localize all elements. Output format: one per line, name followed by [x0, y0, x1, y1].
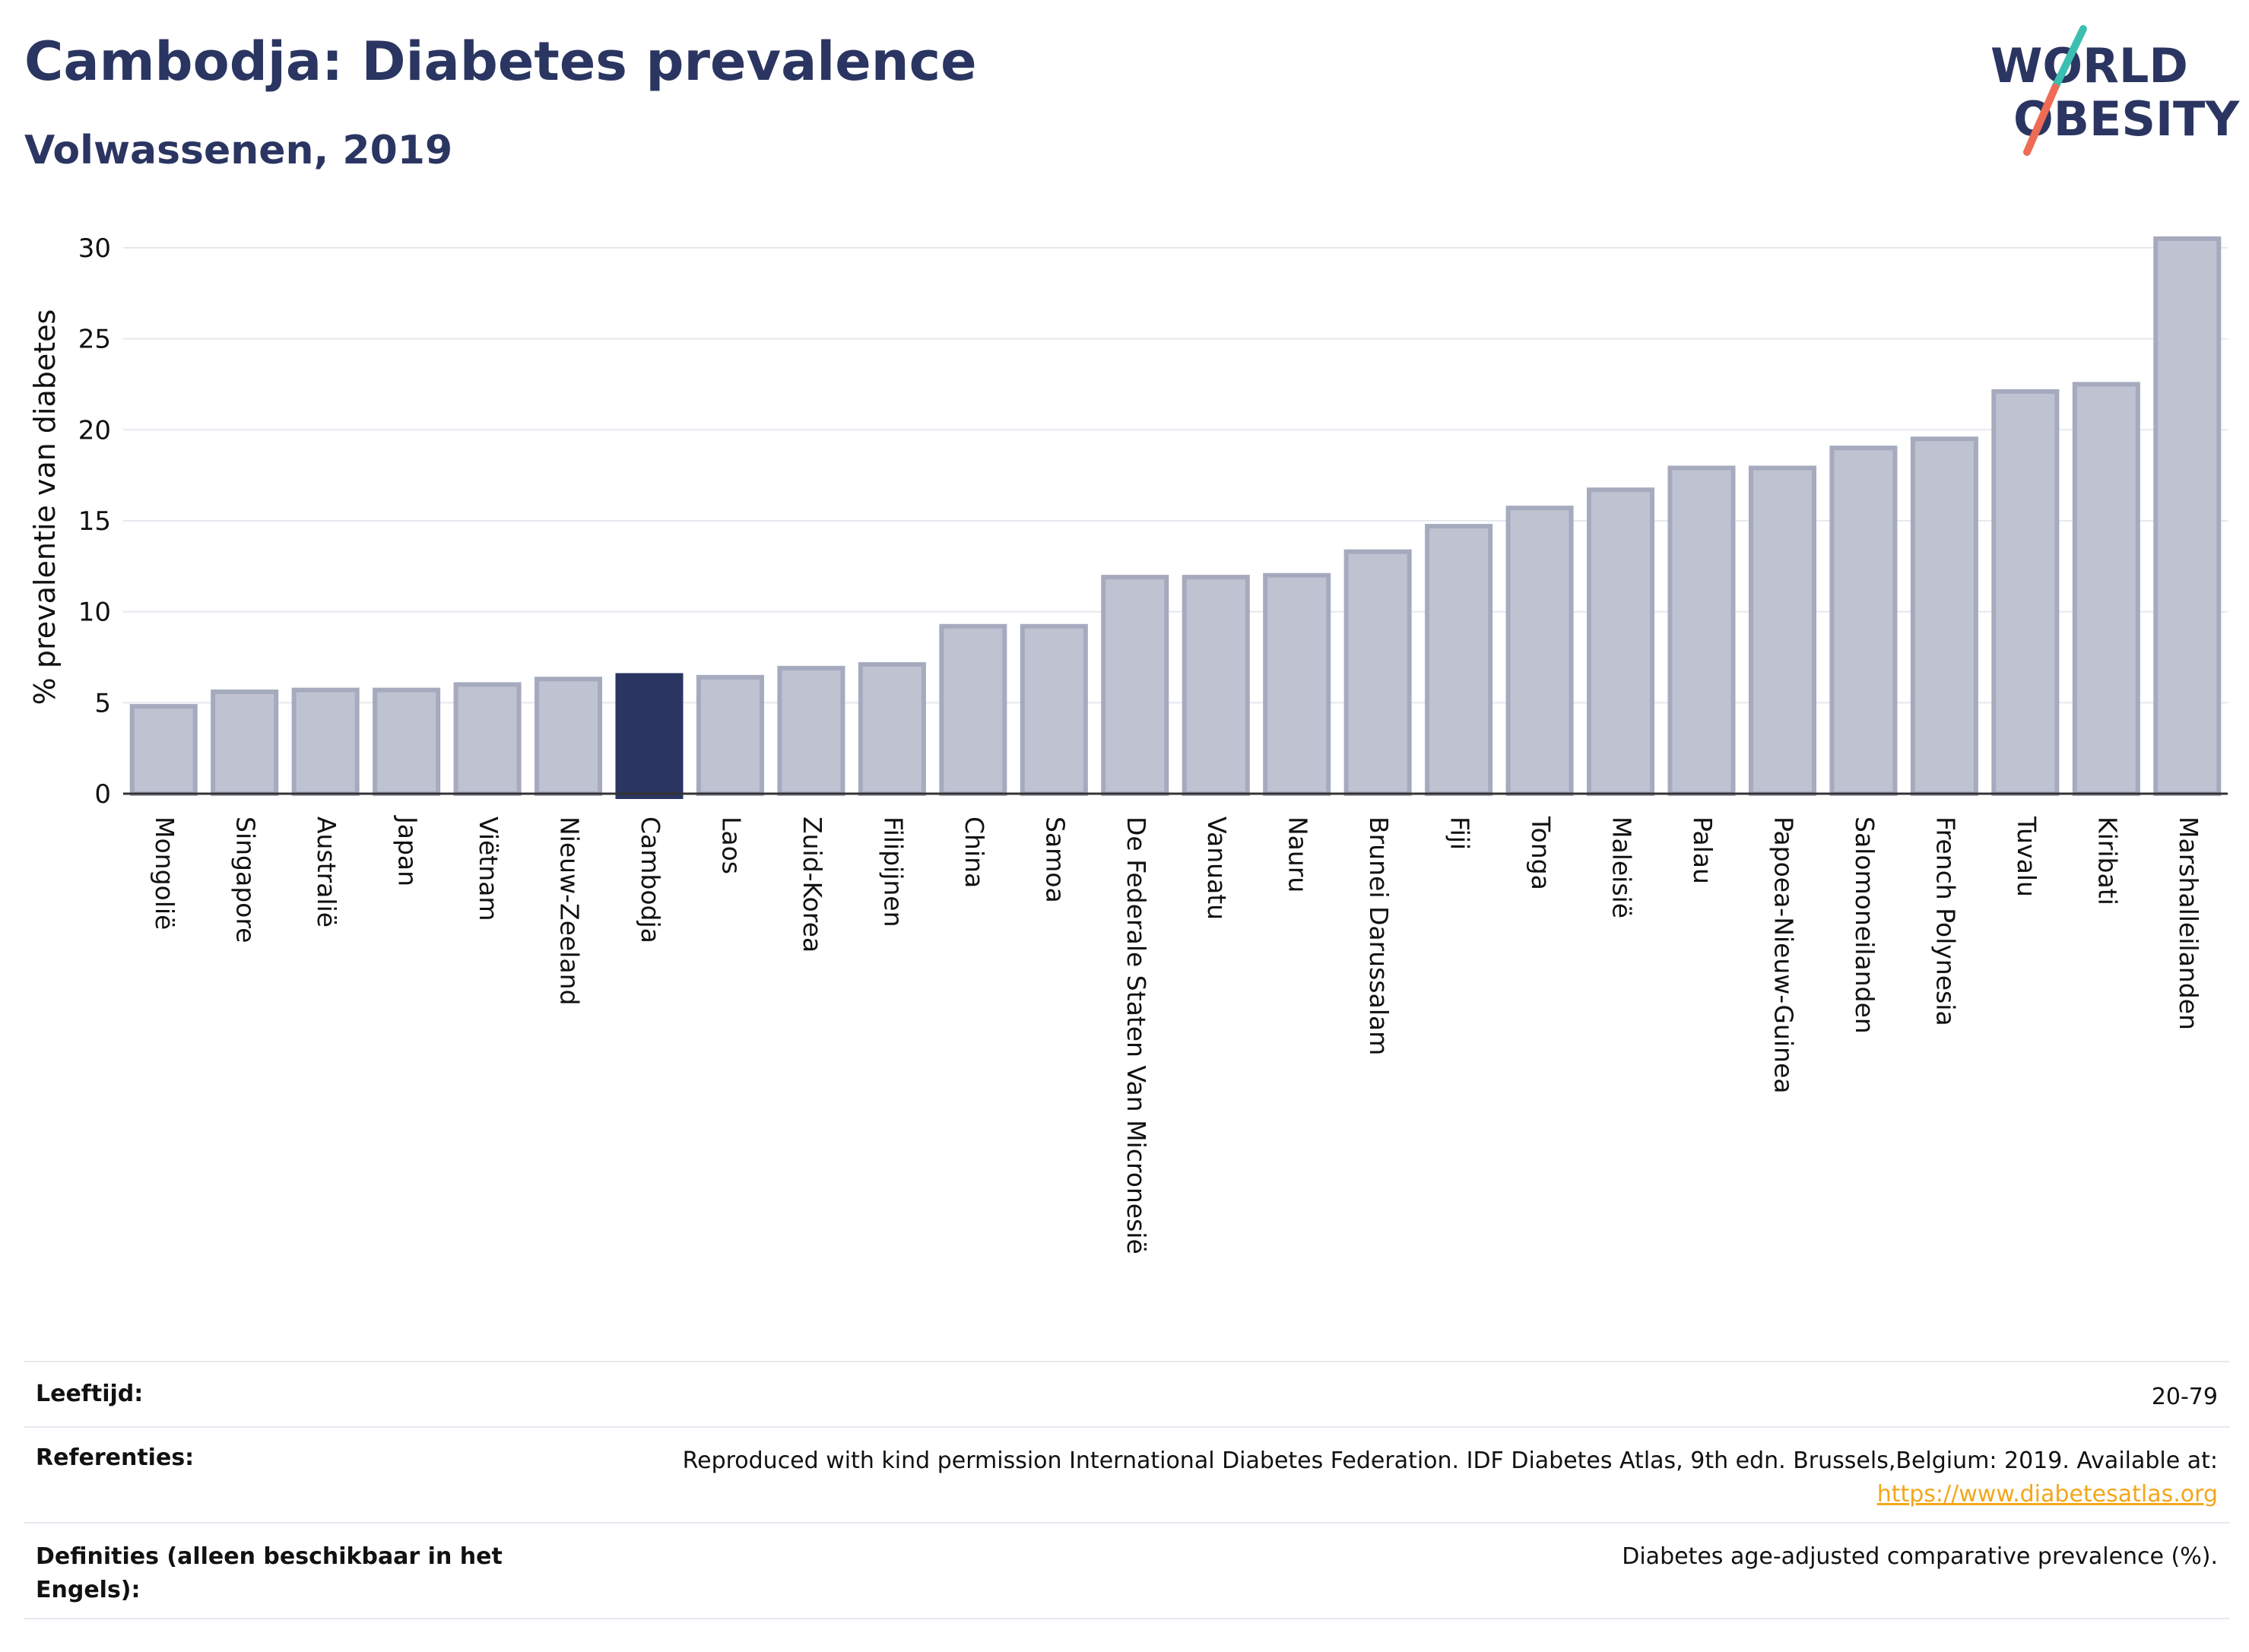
x-tick-label: Nauru	[1283, 816, 1313, 893]
bar	[211, 689, 279, 797]
table-bottom-border	[24, 1618, 2229, 1619]
x-tick-label: Filipijnen	[878, 816, 908, 927]
bar	[291, 687, 360, 796]
references-text: Reproduced with kind permission Internat…	[682, 1447, 2218, 1474]
x-tick-label: Singapore	[231, 816, 261, 943]
x-tick-label: Maleisië	[1607, 816, 1637, 918]
bar	[1748, 465, 1816, 796]
references-link[interactable]: https://www.diabetesatlas.org	[1876, 1481, 2218, 1508]
bar	[1343, 549, 1412, 797]
x-tick-label: Vanuatu	[1202, 816, 1232, 920]
y-tick-label: 20	[78, 415, 111, 446]
bar	[1910, 436, 1978, 796]
x-tick-label: Brunei Darussalam	[1364, 816, 1394, 1055]
bar	[1829, 446, 1898, 796]
bar	[1101, 575, 1169, 797]
bar	[1020, 623, 1088, 796]
bar	[129, 704, 198, 796]
x-tick-label: Nieuw-Zeeland	[555, 816, 585, 1005]
bar	[1587, 487, 1655, 796]
x-tick-label: De Federale Staten Van Micronesië	[1121, 816, 1151, 1254]
bar-chart: 0 5 10 15 20 25 30 Mongolië Singapore Australië J…	[28, 233, 2228, 1254]
info-table: Leeftijd: 20-79 Referenties: Reproduced …	[24, 1361, 2229, 1619]
page-title: Cambodja: Diabetes prevalence	[24, 30, 977, 93]
y-tick-label: 15	[78, 506, 111, 537]
x-tick-label: Zuid-Korea	[798, 816, 827, 953]
logo-slash-teal	[2051, 25, 2087, 91]
x-tick-label: Australië	[312, 816, 341, 927]
x-tick-label: Tonga	[1526, 816, 1556, 890]
age-label: Leeftijd:	[36, 1381, 144, 1407]
age-value: 20-79	[2151, 1384, 2218, 1410]
page-subtitle: Volwassenen, 2019	[24, 128, 453, 173]
world-obesity-logo: WORLD OBESITY	[1990, 25, 2240, 156]
bar	[615, 673, 684, 800]
bar	[1182, 575, 1250, 797]
y-axis-label: % prevalentie van diabetes	[28, 309, 62, 706]
y-tick-labels: 0 5 10 15 20 25 30	[78, 233, 111, 810]
x-tick-label: Samoa	[1040, 816, 1070, 903]
bar	[453, 682, 522, 797]
bar	[1991, 389, 2060, 796]
y-tick-label: 30	[78, 233, 111, 264]
bar	[1425, 524, 1493, 797]
bar	[696, 674, 764, 796]
x-tick-label: Salomoneilanden	[1850, 816, 1879, 1034]
bar	[2072, 382, 2140, 796]
y-tick-label: 0	[94, 779, 111, 810]
x-tick-label: Kiribati	[2092, 816, 2122, 905]
x-tick-label: Palau	[1688, 816, 1718, 884]
x-tick-label: Marshalleilanden	[2174, 816, 2203, 1030]
bars	[129, 236, 2222, 800]
bar	[1263, 572, 1331, 796]
bar	[939, 623, 1007, 796]
bar	[534, 677, 603, 797]
x-tick-label: Japan	[393, 815, 423, 886]
logo-text-world: WORLD	[1990, 38, 2188, 94]
x-tick-label: Papoea-Nieuw-Guinea	[1768, 816, 1798, 1093]
row-definitions: Definities (alleen beschikbaar in het En…	[24, 1522, 2229, 1618]
x-tick-label: Viëtnam	[474, 816, 503, 921]
definitions-label: Definities (alleen beschikbaar in het En…	[36, 1543, 503, 1603]
x-tick-label: Mongolië	[150, 816, 179, 930]
x-tick-label: Fiji	[1445, 816, 1475, 850]
bar	[2153, 236, 2222, 796]
x-tick-label: Laos	[716, 816, 746, 874]
row-age: Leeftijd: 20-79	[24, 1361, 2229, 1426]
y-tick-label: 5	[94, 688, 111, 718]
bar	[777, 665, 845, 796]
definitions-value: Diabetes age-adjusted comparative preval…	[1622, 1543, 2218, 1570]
bar	[1667, 465, 1736, 796]
logo-slash-red	[2023, 84, 2059, 156]
references-label: Referenties:	[36, 1444, 195, 1471]
x-tick-label: French Polynesia	[1930, 816, 1960, 1026]
y-tick-label: 25	[78, 325, 111, 355]
bar	[858, 662, 926, 796]
references-value: Reproduced with kind permission Internat…	[683, 1444, 2218, 1511]
x-tick-label: China	[960, 816, 989, 888]
x-tick-label: Cambodja	[636, 816, 665, 943]
bar	[1505, 506, 1574, 796]
x-tick-labels: Mongolië Singapore Australië Japan Viëtnam Ni…	[150, 815, 2203, 1254]
bar	[373, 687, 441, 796]
y-tick-label: 10	[78, 598, 111, 628]
x-tick-label: Tuvalu	[2012, 816, 2041, 897]
row-references: Referenties: Reproduced with kind permis…	[24, 1426, 2229, 1522]
